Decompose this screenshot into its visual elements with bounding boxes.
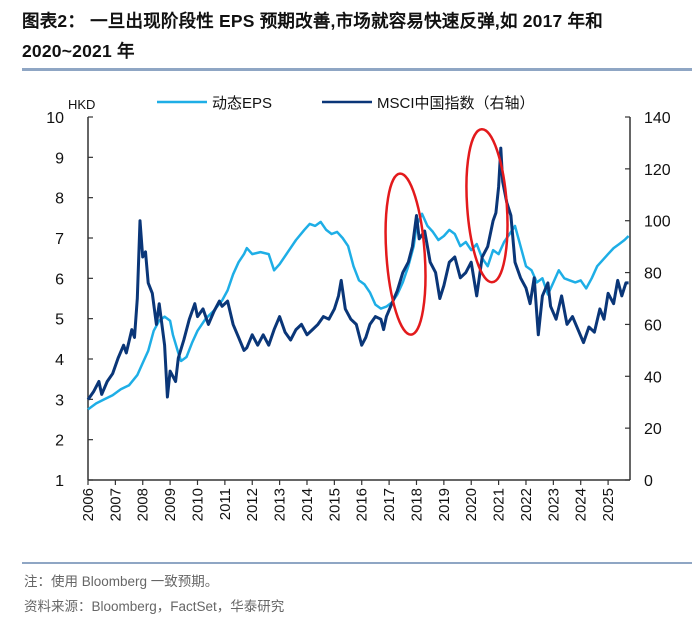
x-tick-label: 2013 bbox=[272, 488, 289, 521]
x-tick-label: 2020 bbox=[463, 488, 480, 521]
x-tick-label: 2010 bbox=[189, 488, 206, 521]
series-group bbox=[86, 146, 630, 411]
x-tick-label: 2018 bbox=[408, 488, 425, 521]
footer-divider bbox=[22, 562, 692, 564]
x-tick-label: 2021 bbox=[491, 488, 508, 521]
x-tick-label: 2025 bbox=[600, 488, 617, 521]
footnote: 注：使用 Bloomberg 一致预期。 bbox=[24, 574, 219, 589]
left-tick-label: 9 bbox=[55, 150, 64, 167]
x-tick-label: 2008 bbox=[135, 488, 152, 521]
annotations bbox=[384, 128, 509, 336]
x-tick-label: 2011 bbox=[217, 488, 234, 520]
source-note: 资料来源：Bloomberg，FactSet，华泰研究 bbox=[24, 599, 285, 614]
axes: 1 2 3 4 5 6 7 8 9 10 HKD 0 20 40 60 80 100 120 140 2006 2007… bbox=[46, 97, 671, 521]
left-tick-label: 7 bbox=[55, 231, 64, 248]
left-tick-label: 10 bbox=[46, 110, 64, 127]
series-line-eps bbox=[87, 212, 630, 411]
series-line-msci bbox=[86, 146, 629, 401]
right-tick-label: 120 bbox=[644, 162, 671, 179]
x-tick-label: 2007 bbox=[107, 488, 124, 521]
left-tick-label: 3 bbox=[55, 392, 64, 409]
x-tick-label: 2016 bbox=[354, 488, 371, 521]
x-tick-label: 2006 bbox=[80, 488, 97, 521]
chart-title: 图表2： 一旦出现阶段性 EPS 预期改善,市场就容易快速反弹,如 2017 年… bbox=[22, 11, 603, 61]
left-tick-label: 2 bbox=[55, 433, 64, 450]
highlight-ellipse-2017 bbox=[384, 172, 427, 336]
x-tick-label: 2009 bbox=[162, 488, 179, 521]
x-tick-label: 2023 bbox=[545, 488, 562, 521]
right-tick-label: 60 bbox=[644, 317, 662, 334]
legend-label-eps: 动态EPS bbox=[212, 95, 272, 112]
x-tick-label: 2024 bbox=[573, 488, 590, 521]
left-tick-label: 4 bbox=[55, 352, 64, 369]
legend: 动态EPS MSCI中国指数（右轴） bbox=[157, 95, 535, 112]
x-tick-label: 2022 bbox=[518, 488, 535, 521]
right-tick-label: 140 bbox=[644, 110, 671, 127]
x-tick-label: 2017 bbox=[381, 488, 398, 521]
left-tick-label: 8 bbox=[55, 191, 64, 208]
right-tick-label: 40 bbox=[644, 369, 662, 386]
right-tick-label: 100 bbox=[644, 214, 671, 231]
left-axis-unit: HKD bbox=[68, 97, 95, 112]
highlight-ellipse-2020~2021 bbox=[465, 128, 509, 284]
legend-label-msci: MSCI中国指数（右轴） bbox=[377, 95, 535, 112]
x-tick-label: 2014 bbox=[299, 488, 316, 521]
title-divider bbox=[22, 68, 692, 71]
left-tick-label: 5 bbox=[55, 312, 64, 329]
x-tick-label: 2019 bbox=[436, 488, 453, 521]
x-tick-label: 2012 bbox=[244, 488, 261, 521]
right-tick-label: 80 bbox=[644, 266, 662, 283]
right-tick-label: 0 bbox=[644, 473, 653, 490]
chart: 动态EPS MSCI中国指数（右轴） 1 2 3 4 5 6 7 8 9 10 HKD 0 20 40 60… bbox=[46, 95, 671, 521]
right-tick-label: 20 bbox=[644, 421, 662, 438]
x-tick-label: 2015 bbox=[326, 488, 343, 521]
left-tick-label: 6 bbox=[55, 271, 64, 288]
left-tick-label: 1 bbox=[55, 473, 64, 490]
